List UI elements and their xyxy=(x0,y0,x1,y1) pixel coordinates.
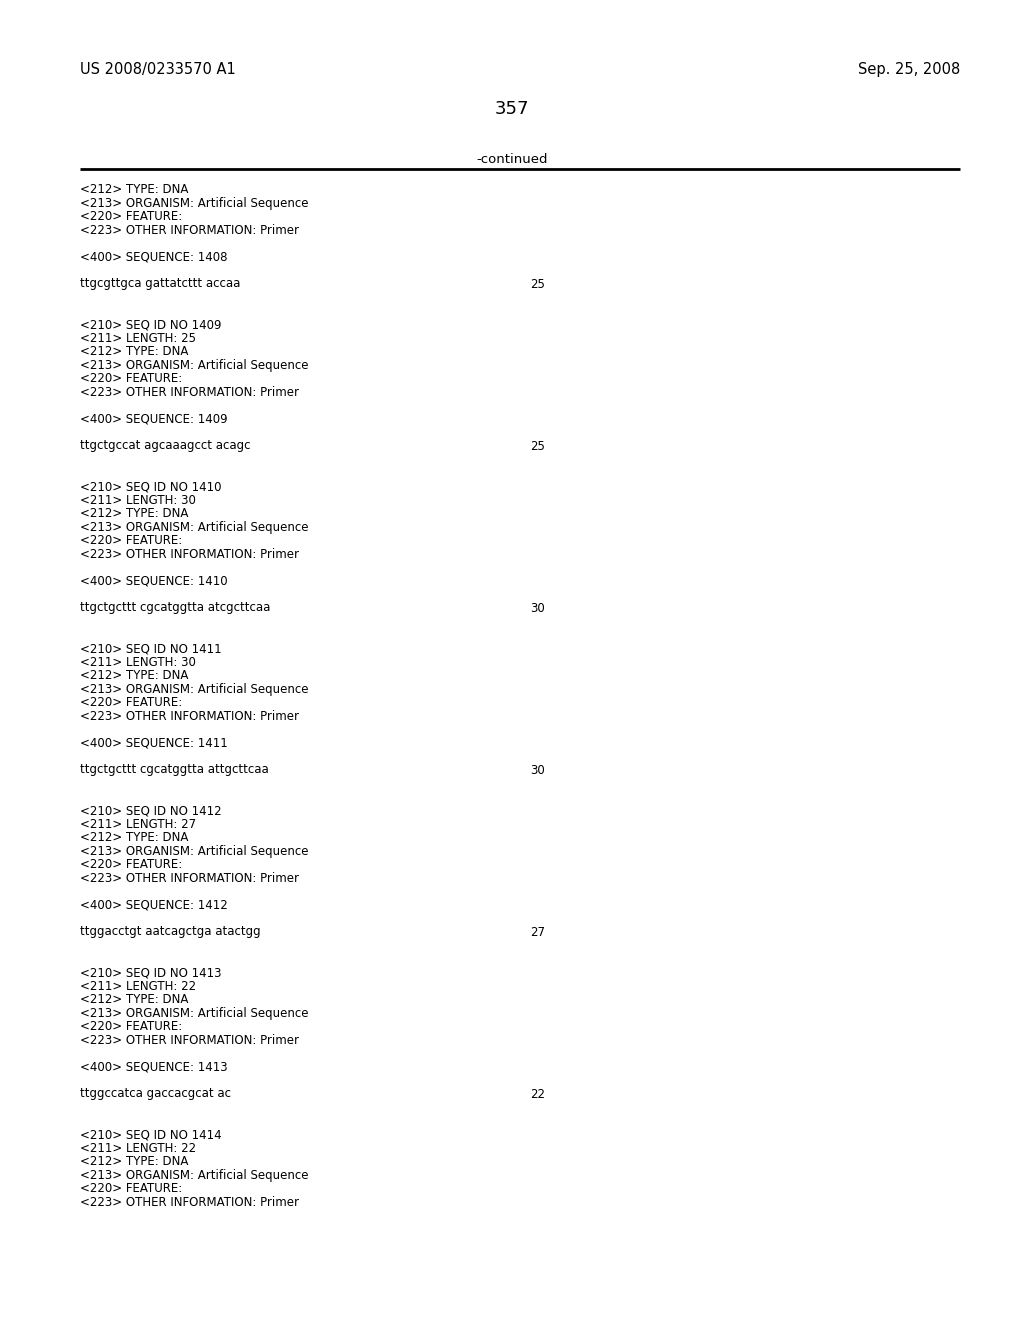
Text: <223> OTHER INFORMATION: Primer: <223> OTHER INFORMATION: Primer xyxy=(80,223,299,236)
Text: <400> SEQUENCE: 1411: <400> SEQUENCE: 1411 xyxy=(80,737,227,750)
Text: <400> SEQUENCE: 1412: <400> SEQUENCE: 1412 xyxy=(80,899,227,912)
Text: <220> FEATURE:: <220> FEATURE: xyxy=(80,535,182,546)
Text: <210> SEQ ID NO 1409: <210> SEQ ID NO 1409 xyxy=(80,318,221,331)
Text: <211> LENGTH: 22: <211> LENGTH: 22 xyxy=(80,1142,197,1155)
Text: <211> LENGTH: 22: <211> LENGTH: 22 xyxy=(80,979,197,993)
Text: <220> FEATURE:: <220> FEATURE: xyxy=(80,210,182,223)
Text: <212> TYPE: DNA: <212> TYPE: DNA xyxy=(80,993,188,1006)
Text: <212> TYPE: DNA: <212> TYPE: DNA xyxy=(80,507,188,520)
Text: <220> FEATURE:: <220> FEATURE: xyxy=(80,372,182,385)
Text: ttgctgcttt cgcatggtta atcgcttcaa: ttgctgcttt cgcatggtta atcgcttcaa xyxy=(80,602,270,615)
Text: ttggccatca gaccacgcat ac: ttggccatca gaccacgcat ac xyxy=(80,1088,231,1101)
Text: <212> TYPE: DNA: <212> TYPE: DNA xyxy=(80,669,188,682)
Text: <210> SEQ ID NO 1413: <210> SEQ ID NO 1413 xyxy=(80,966,221,979)
Text: <223> OTHER INFORMATION: Primer: <223> OTHER INFORMATION: Primer xyxy=(80,385,299,399)
Text: 25: 25 xyxy=(530,277,545,290)
Text: <210> SEQ ID NO 1411: <210> SEQ ID NO 1411 xyxy=(80,642,221,655)
Text: <213> ORGANISM: Artificial Sequence: <213> ORGANISM: Artificial Sequence xyxy=(80,682,308,696)
Text: ttgcgttgca gattatcttt accaa: ttgcgttgca gattatcttt accaa xyxy=(80,277,241,290)
Text: <213> ORGANISM: Artificial Sequence: <213> ORGANISM: Artificial Sequence xyxy=(80,197,308,210)
Text: <212> TYPE: DNA: <212> TYPE: DNA xyxy=(80,832,188,843)
Text: <223> OTHER INFORMATION: Primer: <223> OTHER INFORMATION: Primer xyxy=(80,871,299,884)
Text: 30: 30 xyxy=(530,602,545,615)
Text: -continued: -continued xyxy=(476,153,548,166)
Text: 22: 22 xyxy=(530,1088,545,1101)
Text: <213> ORGANISM: Artificial Sequence: <213> ORGANISM: Artificial Sequence xyxy=(80,1006,308,1019)
Text: <223> OTHER INFORMATION: Primer: <223> OTHER INFORMATION: Primer xyxy=(80,1196,299,1209)
Text: <210> SEQ ID NO 1410: <210> SEQ ID NO 1410 xyxy=(80,480,221,492)
Text: <213> ORGANISM: Artificial Sequence: <213> ORGANISM: Artificial Sequence xyxy=(80,359,308,371)
Text: <213> ORGANISM: Artificial Sequence: <213> ORGANISM: Artificial Sequence xyxy=(80,520,308,533)
Text: <400> SEQUENCE: 1408: <400> SEQUENCE: 1408 xyxy=(80,251,227,264)
Text: ttggacctgt aatcagctga atactgg: ttggacctgt aatcagctga atactgg xyxy=(80,925,261,939)
Text: <220> FEATURE:: <220> FEATURE: xyxy=(80,1181,182,1195)
Text: <223> OTHER INFORMATION: Primer: <223> OTHER INFORMATION: Primer xyxy=(80,1034,299,1047)
Text: ttgctgccat agcaaagcct acagc: ttgctgccat agcaaagcct acagc xyxy=(80,440,251,453)
Text: <210> SEQ ID NO 1412: <210> SEQ ID NO 1412 xyxy=(80,804,221,817)
Text: <220> FEATURE:: <220> FEATURE: xyxy=(80,696,182,709)
Text: 357: 357 xyxy=(495,100,529,117)
Text: <400> SEQUENCE: 1410: <400> SEQUENCE: 1410 xyxy=(80,574,227,587)
Text: <223> OTHER INFORMATION: Primer: <223> OTHER INFORMATION: Primer xyxy=(80,548,299,561)
Text: <210> SEQ ID NO 1414: <210> SEQ ID NO 1414 xyxy=(80,1129,221,1140)
Text: Sep. 25, 2008: Sep. 25, 2008 xyxy=(858,62,961,77)
Text: <220> FEATURE:: <220> FEATURE: xyxy=(80,1020,182,1034)
Text: ttgctgcttt cgcatggtta attgcttcaa: ttgctgcttt cgcatggtta attgcttcaa xyxy=(80,763,268,776)
Text: <212> TYPE: DNA: <212> TYPE: DNA xyxy=(80,1155,188,1168)
Text: <211> LENGTH: 27: <211> LENGTH: 27 xyxy=(80,817,197,830)
Text: <211> LENGTH: 25: <211> LENGTH: 25 xyxy=(80,331,196,345)
Text: <213> ORGANISM: Artificial Sequence: <213> ORGANISM: Artificial Sequence xyxy=(80,845,308,858)
Text: US 2008/0233570 A1: US 2008/0233570 A1 xyxy=(80,62,236,77)
Text: 27: 27 xyxy=(530,925,545,939)
Text: <211> LENGTH: 30: <211> LENGTH: 30 xyxy=(80,494,196,507)
Text: <213> ORGANISM: Artificial Sequence: <213> ORGANISM: Artificial Sequence xyxy=(80,1168,308,1181)
Text: <400> SEQUENCE: 1409: <400> SEQUENCE: 1409 xyxy=(80,412,227,425)
Text: 30: 30 xyxy=(530,763,545,776)
Text: <212> TYPE: DNA: <212> TYPE: DNA xyxy=(80,183,188,195)
Text: <220> FEATURE:: <220> FEATURE: xyxy=(80,858,182,871)
Text: 25: 25 xyxy=(530,440,545,453)
Text: <211> LENGTH: 30: <211> LENGTH: 30 xyxy=(80,656,196,668)
Text: <223> OTHER INFORMATION: Primer: <223> OTHER INFORMATION: Primer xyxy=(80,710,299,722)
Text: <400> SEQUENCE: 1413: <400> SEQUENCE: 1413 xyxy=(80,1060,227,1073)
Text: <212> TYPE: DNA: <212> TYPE: DNA xyxy=(80,345,188,358)
